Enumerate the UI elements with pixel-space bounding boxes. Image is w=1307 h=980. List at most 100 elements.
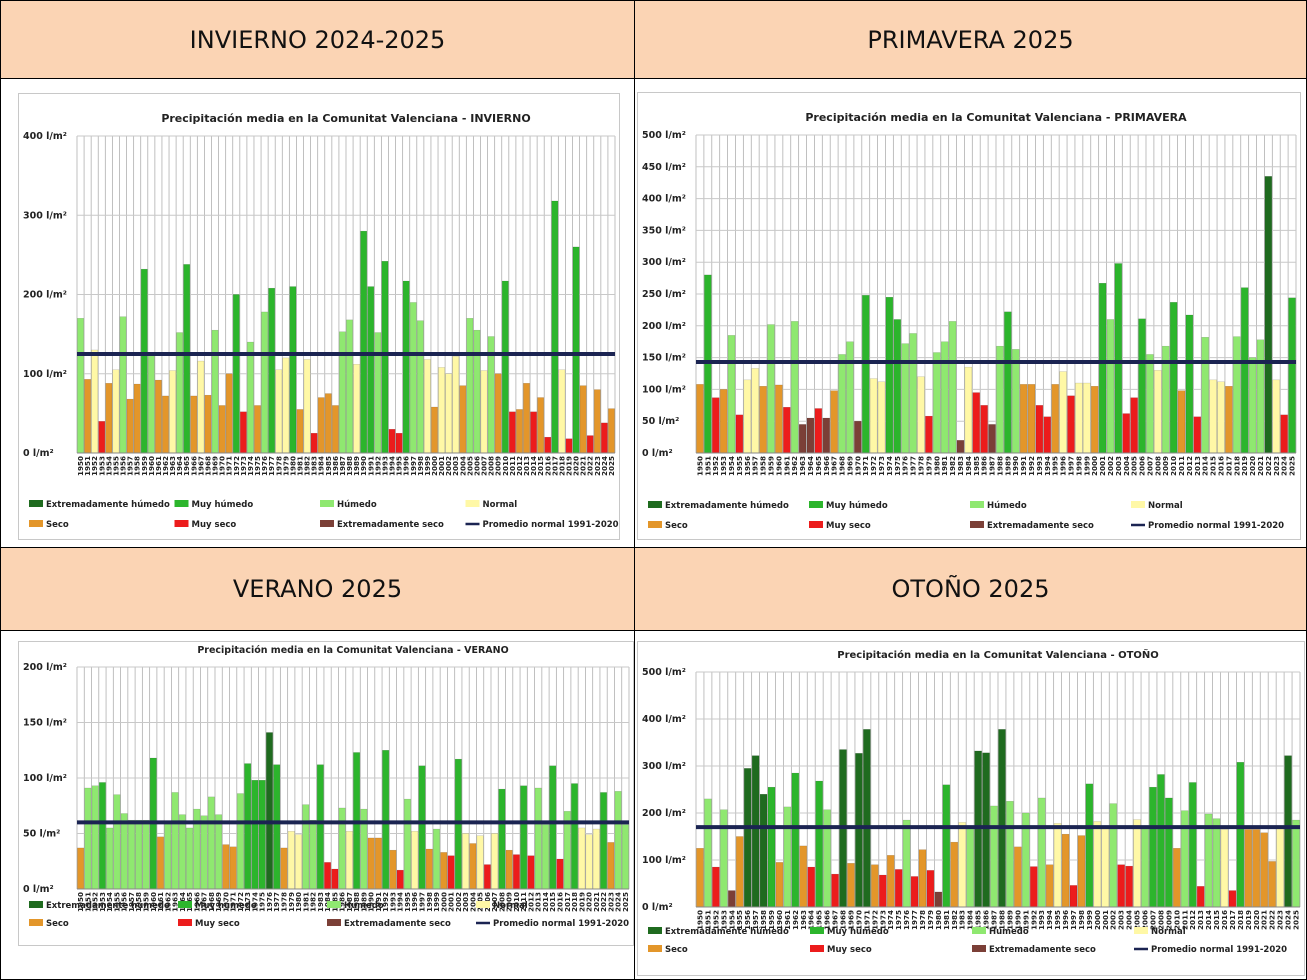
x-tick-label: 1989 [1003,456,1012,476]
bar [1138,318,1146,454]
bar [303,359,311,454]
bar [275,369,283,454]
x-tick-label: 1963 [799,910,808,930]
bar [289,286,297,454]
bar [712,397,720,454]
bar [433,828,440,890]
bar [505,849,513,890]
x-tick-label: 2024 [614,892,623,912]
bar [743,768,752,908]
x-tick-label: 1985 [972,456,981,476]
bar [374,332,382,454]
bar [268,287,275,454]
x-tick-label: 2021 [1260,910,1269,930]
legend-label: Extremadamente seco [989,945,1096,955]
x-tick-label: 1964 [807,910,816,930]
bar [280,847,288,890]
bar [593,389,601,454]
x-tick-label: 2023 [593,456,602,476]
bar [402,280,410,454]
x-tick-label: 1986 [338,892,347,912]
bar [735,414,744,454]
x-tick-label: 1979 [924,456,933,476]
x-tick-label: 1956 [743,456,752,476]
bar [1038,797,1046,908]
bar [1059,371,1067,454]
x-tick-label: 2010 [512,892,521,912]
x-tick-label: 1954 [727,456,736,476]
bar [910,876,919,908]
bar [339,331,346,454]
x-tick-label: 1999 [1082,456,1091,476]
x-tick-label: 2009 [1161,456,1170,476]
x-tick-label: 2015 [548,892,557,912]
bar [77,318,84,454]
legend-swatch [29,901,43,908]
x-tick-label: 2001 [1101,910,1110,930]
legend-label: Húmedo [987,501,1027,511]
x-tick-label: 1951 [83,456,92,476]
bar [862,295,870,454]
bar [447,855,455,890]
bar [396,869,404,890]
x-tick-label: 1974 [885,456,894,476]
x-tick-label: 1958 [134,892,143,912]
x-tick-label: 2019 [577,892,586,912]
bar [775,862,784,908]
x-tick-label: 1996 [1059,456,1068,476]
bar [1051,384,1059,454]
bar [1122,413,1130,454]
bar [324,862,331,890]
bar [287,831,295,890]
bar [608,408,615,454]
x-tick-label: 1955 [111,456,120,476]
x-tick-label: 1960 [775,910,784,930]
bar [473,329,481,454]
x-tick-label: 1988 [345,456,354,476]
bar [572,246,580,454]
bar [332,405,339,454]
legend-swatch [648,945,662,952]
bar [1077,835,1086,908]
bar [119,316,127,454]
bar [296,409,304,454]
bar [395,432,403,454]
bar [338,807,346,890]
bar [592,828,600,890]
bar [171,792,179,890]
bar [704,798,712,908]
x-tick-label: 2018 [1232,456,1241,476]
x-tick-label: 2016 [543,456,552,476]
x-tick-label: 1968 [839,910,848,930]
x-tick-label: 1986 [982,910,991,930]
bar [389,849,397,890]
bar [980,405,988,454]
y-tick-label: 0 l/m² [642,902,673,913]
y-tick-label: 200 l/m² [642,808,686,819]
x-tick-label: 1978 [280,892,289,912]
bar [155,379,162,454]
x-tick-label: 1966 [823,910,832,930]
x-tick-label: 2010 [501,456,510,476]
x-tick-label: 1969 [214,892,223,912]
x-tick-label: 2003 [1117,910,1126,930]
bar [375,837,382,890]
x-tick-label: 1961 [783,910,792,930]
x-tick-label: 2000 [430,456,439,476]
season-header: INVIERNO 2024-2025 [0,0,635,79]
x-tick-label: 1963 [168,456,177,476]
x-tick-label: 1970 [218,456,227,476]
bar [480,370,488,454]
x-tick-label: 2021 [1256,456,1265,476]
x-tick-label: 1982 [948,456,957,476]
x-tick-label: 1958 [759,910,768,930]
bar [885,296,894,454]
x-tick-label: 1957 [127,892,136,912]
x-tick-label: 2012 [515,456,524,476]
bar [509,411,516,454]
x-tick-label: 1971 [861,456,870,476]
x-tick-label: 2002 [454,892,463,912]
bar [847,863,855,908]
x-tick-label: 2024 [600,456,609,476]
y-tick-label: 300 l/m² [23,210,67,221]
